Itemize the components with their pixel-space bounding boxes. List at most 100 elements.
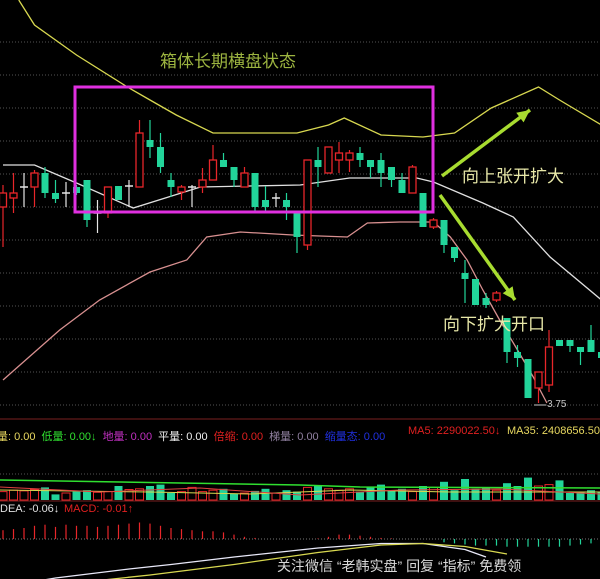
volume-bar xyxy=(324,488,333,501)
volume-bar xyxy=(587,490,595,500)
up-arrow xyxy=(440,108,532,178)
candle-body xyxy=(472,279,479,305)
candle-body xyxy=(283,200,290,207)
volume-bar xyxy=(261,488,270,500)
volume-bar xyxy=(72,491,81,500)
volume-bar xyxy=(103,491,113,501)
candle-body xyxy=(0,192,8,208)
volume-bar xyxy=(271,492,281,501)
volume-bar xyxy=(471,488,480,500)
volume-bar xyxy=(114,486,123,500)
volume-bar xyxy=(19,490,29,501)
candle-body xyxy=(115,186,122,200)
volume-indicator-labels: 量: 0.00 低量: 0.00↓ 地量: 0.00 平量: 0.00 倍缩: 0.00… xyxy=(0,425,391,444)
volume-bar xyxy=(208,489,218,501)
volume-bar xyxy=(61,492,71,501)
candle-body xyxy=(177,186,186,193)
candle-body xyxy=(103,186,113,214)
volume-bar xyxy=(198,491,207,501)
dif-line xyxy=(45,542,487,579)
ma35-label: MA35: 2408656.50↓ xyxy=(507,425,600,437)
volume-indicator-label: 地量: 0.00 xyxy=(102,431,153,443)
volume-bar xyxy=(387,490,396,500)
volume-ma35-line xyxy=(0,489,600,495)
volume-bar xyxy=(576,491,585,500)
volume-bar xyxy=(177,491,186,501)
volume-bar xyxy=(41,487,49,500)
lower-bollinger-band xyxy=(2,221,548,404)
candle-body xyxy=(324,146,333,174)
volume-bar xyxy=(366,487,375,500)
candle-body xyxy=(482,298,490,305)
dea-label: DEA: -0.06↓ xyxy=(0,503,60,515)
candle-body xyxy=(52,193,59,199)
candle-body xyxy=(429,219,438,228)
volume-bar xyxy=(83,490,91,500)
candle-body xyxy=(577,347,584,352)
candle-body xyxy=(135,132,144,188)
candle-body xyxy=(157,147,164,167)
candle-body xyxy=(240,172,249,188)
volume-bar xyxy=(240,492,249,501)
volume-bar xyxy=(597,491,600,500)
candle-body xyxy=(556,340,563,346)
candle-body xyxy=(419,193,427,227)
volume-bar xyxy=(555,480,564,500)
candle-body xyxy=(544,346,554,386)
candle-body xyxy=(220,160,227,167)
candle-body xyxy=(398,180,406,193)
candle-body xyxy=(408,166,417,194)
volume-indicator-label: 梯量: 0.00 xyxy=(269,431,319,443)
candle-body xyxy=(534,371,543,389)
volume-ma5-line xyxy=(0,486,600,496)
volume-indicator-label: 倍缩: 0.00 xyxy=(213,431,264,443)
candle-body xyxy=(334,152,344,161)
candle-body xyxy=(367,160,374,167)
volume-indicator-label: 缩量态: 0.00 xyxy=(324,431,386,443)
volume-bar xyxy=(345,488,354,501)
upper-bollinger-band xyxy=(18,0,600,138)
volume-bar xyxy=(534,485,543,501)
volume-bar xyxy=(135,488,144,501)
volume-bar xyxy=(251,490,259,500)
down-arrow xyxy=(438,193,517,302)
volume-indicator-label: 平量: 0.00 xyxy=(158,431,208,443)
candle-body xyxy=(587,340,595,352)
volume-bar xyxy=(513,486,522,500)
volume-bar xyxy=(356,491,364,500)
volume-bar xyxy=(566,493,574,500)
up-arrow-head xyxy=(516,110,530,123)
volume-bar xyxy=(293,491,301,500)
candle-body xyxy=(503,318,511,352)
volume-bar xyxy=(30,489,39,501)
volume-bar xyxy=(93,491,102,501)
volume-bar xyxy=(419,486,427,500)
candle-body xyxy=(303,159,312,246)
low-price-label: 3.75 xyxy=(547,399,567,410)
candle-body xyxy=(440,220,448,245)
candle-body xyxy=(230,167,238,180)
ma5-label: MA5: 2290022.50↓ xyxy=(408,425,501,437)
volume-bar xyxy=(334,489,344,501)
candle-body xyxy=(293,213,301,237)
macd-label: MACD: -0.01↑ xyxy=(64,503,134,515)
volume-bar xyxy=(282,490,291,500)
candle-body xyxy=(598,352,600,358)
volume-bar xyxy=(482,487,490,500)
volume-bar xyxy=(167,493,175,500)
candle-body xyxy=(198,179,207,188)
candle-body xyxy=(461,273,469,279)
watermark: 关注微信 “老韩实盘” 回复 “指标” 免费领 xyxy=(277,558,522,574)
volume-bar xyxy=(230,493,238,500)
candle-body xyxy=(262,200,269,207)
volume-bar xyxy=(524,477,532,500)
down-arrow-head xyxy=(502,286,515,300)
candle-body xyxy=(314,160,322,167)
candle-body xyxy=(388,167,395,180)
consolidation-box xyxy=(73,85,435,214)
volume-bar xyxy=(377,484,385,500)
volume-bar xyxy=(219,488,228,500)
candle-body xyxy=(345,152,354,161)
